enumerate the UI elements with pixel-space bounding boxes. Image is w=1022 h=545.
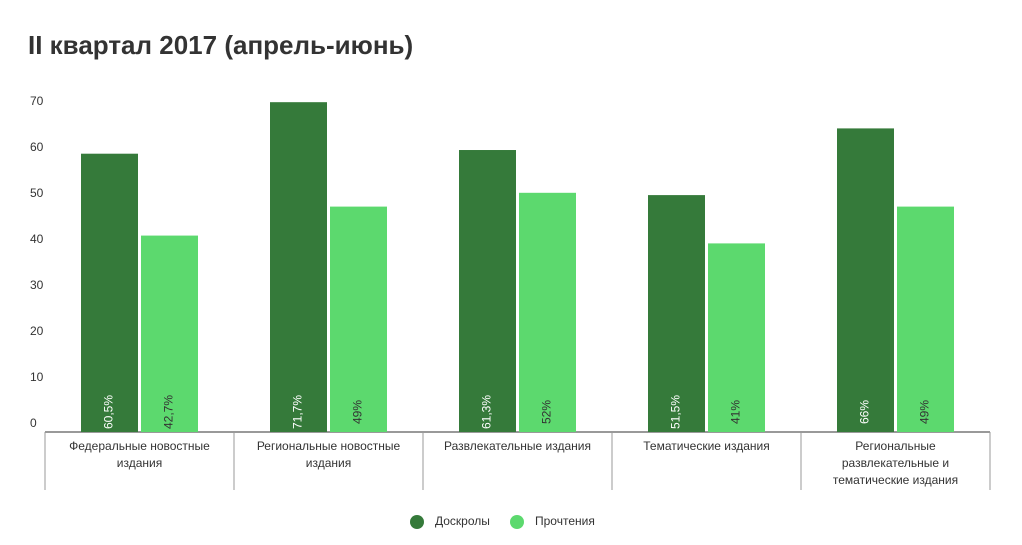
x-tick-label: Федеральные новостные издания (69, 439, 210, 470)
bar (330, 206, 387, 432)
y-tick-label: 30 (30, 278, 44, 292)
value-label: 42,7% (162, 395, 176, 429)
value-label: 66% (858, 400, 872, 424)
bar (897, 206, 954, 432)
value-label: 61,3% (480, 395, 494, 429)
y-tick-label: 20 (30, 324, 44, 338)
value-label: 49% (918, 400, 932, 424)
value-label: 49% (351, 400, 365, 424)
bar (459, 150, 516, 432)
bar (837, 128, 894, 432)
x-tick-label: Тематические издания (643, 439, 770, 453)
bar (519, 192, 576, 432)
y-tick-label: 70 (30, 94, 44, 108)
value-label: 71,7% (291, 395, 305, 429)
bar (648, 195, 705, 432)
legend-swatch (410, 515, 424, 529)
x-tick-label: Региональные новостные издания (256, 439, 401, 470)
y-tick-label: 50 (30, 186, 44, 200)
value-label: 60,5% (102, 395, 116, 429)
y-tick-label: 10 (30, 370, 44, 384)
y-tick-label: 40 (30, 232, 44, 246)
y-tick-label: 60 (30, 140, 44, 154)
bar (270, 102, 327, 433)
legend-label: Доскролы (435, 514, 490, 528)
value-label: 52% (540, 400, 554, 424)
legend-swatch (510, 515, 524, 529)
x-tick-label: Региональные развлекательные и тематичес… (832, 439, 959, 487)
bar (708, 243, 765, 432)
legend-label: Прочтения (535, 514, 595, 528)
value-label: 51,5% (669, 395, 683, 429)
x-tick-label: Развлекательные издания (444, 439, 591, 453)
y-tick-label: 0 (30, 416, 37, 430)
bar (81, 153, 138, 432)
bar (141, 235, 198, 432)
chart-title: II квартал 2017 (апрель-июнь) (28, 30, 413, 60)
value-label: 41% (729, 400, 743, 424)
